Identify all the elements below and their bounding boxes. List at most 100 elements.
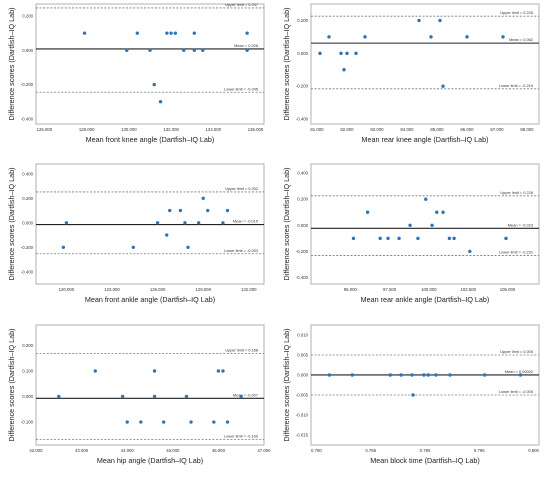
data-point: [169, 31, 173, 35]
x-tick-label: 47.000: [257, 448, 271, 453]
data-point: [125, 420, 129, 424]
data-point: [351, 236, 356, 241]
x-tick-label: 83.000: [370, 127, 384, 132]
x-tick-label: 97.500: [383, 287, 397, 292]
lower-limit-label: Lower limit = -0.245: [224, 86, 258, 91]
data-point: [342, 68, 346, 72]
data-point: [178, 208, 183, 213]
y-tick-label: -0.400: [296, 275, 309, 280]
lower-limit-label: Lower limit = -0.231: [499, 249, 533, 254]
chart-panel-rear-knee: 0.200 0.000 -0.200 -0.400 81.000 82.000 83.000…: [275, 0, 550, 160]
data-point: [365, 210, 370, 214]
y-tick-label: -0.400: [296, 117, 309, 122]
data-point: [345, 51, 349, 56]
data-point: [424, 197, 428, 201]
x-tick-label: 134.000: [206, 127, 222, 132]
x-tick-label: 43.000: [75, 448, 89, 453]
x-tick-label: 120.000: [59, 287, 75, 292]
data-point: [158, 100, 163, 104]
x-tick-label: 88.000: [520, 127, 534, 132]
data-point: [239, 394, 243, 399]
data-point: [468, 249, 472, 254]
y-axis-title: Difference scores (Dartfish–IQ Lab): [282, 8, 291, 121]
x-axis-title: Mean block time (Dartfish–IQ Lab): [370, 456, 479, 465]
data-point: [245, 48, 249, 52]
y-tick-label: 0.200: [22, 196, 33, 201]
data-point: [155, 221, 160, 225]
lower-limit-label: Lower limit = -0.216: [499, 83, 533, 88]
x-tick-label: 84.000: [400, 127, 414, 132]
x-tick-label: 0.800: [528, 448, 539, 453]
chart-svg: 0.200 0.100 0.000 -0.100 42.000 43.000 44.000 4…: [7, 324, 271, 465]
data-point: [434, 373, 438, 377]
y-tick-label: 0.400: [297, 171, 308, 176]
y-tick-label: -0.200: [21, 82, 34, 87]
plot-frame: [35, 3, 265, 125]
data-point: [165, 31, 169, 35]
data-point: [518, 373, 523, 377]
data-point: [386, 236, 390, 241]
data-point: [64, 221, 69, 225]
data-point: [139, 420, 143, 424]
x-tick-label: 136.000: [248, 127, 264, 132]
plot-frame: [310, 163, 540, 285]
data-point: [417, 18, 421, 23]
x-tick-label: 126.000: [37, 127, 53, 132]
y-tick-label: 0.200: [297, 18, 308, 23]
data-point: [168, 208, 172, 213]
upper-limit-label: Upper limit = 0.168: [225, 348, 258, 353]
data-point: [429, 35, 433, 39]
data-point: [165, 233, 169, 237]
data-point: [388, 373, 392, 377]
data-point: [152, 369, 157, 373]
x-tick-label: 0.780: [311, 448, 322, 453]
y-tick-label: 0.005: [297, 353, 308, 358]
y-tick-label: 0.100: [22, 368, 33, 373]
x-tick-label: 0.785: [365, 448, 376, 453]
chart-panel-hip: 0.200 0.100 0.000 -0.100 42.000 43.000 44.000 4…: [0, 321, 275, 482]
data-point: [327, 35, 331, 39]
y-tick-label: 0.000: [297, 51, 308, 56]
data-point: [216, 369, 221, 373]
y-tick-label: -0.005: [296, 393, 309, 398]
upper-limit-label: Upper limit = 0.226: [500, 10, 533, 15]
y-tick-label: 0.000: [22, 220, 33, 225]
x-tick-label: 82.000: [340, 127, 354, 132]
data-point: [426, 373, 430, 377]
data-point: [186, 245, 190, 249]
data-point: [483, 373, 487, 377]
data-point: [422, 373, 426, 377]
data-point: [438, 18, 442, 23]
data-point: [173, 31, 178, 35]
y-axis-title: Difference scores (Dartfish–IQ Lab): [7, 8, 16, 121]
chart-panel-rear-ankle: 0.400 0.200 0.000 -0.200 -0.400 95.000 97.500 1…: [275, 160, 550, 321]
y-axis-title: Difference scores (Dartfish–IQ Lab): [282, 329, 291, 442]
data-point: [339, 51, 343, 56]
data-point: [430, 223, 434, 228]
mean-label: Mean = -0.007: [233, 392, 258, 397]
lower-limit-label: Lower limit = -0.253: [224, 248, 258, 253]
data-point: [441, 210, 445, 214]
x-tick-label: 0.790: [420, 448, 431, 453]
x-axis-title: Mean hip angle (Dartfish–IQ Lab): [97, 456, 203, 465]
data-point: [245, 31, 249, 35]
data-point: [410, 373, 414, 377]
data-point: [148, 48, 152, 52]
x-tick-label: 105.000: [500, 287, 516, 292]
chart-svg: 0.010 0.005 0.000 -0.005 -0.010 -0.015 0.780 0.…: [282, 324, 540, 465]
y-tick-label: -0.100: [21, 420, 34, 425]
data-point: [201, 48, 205, 52]
x-tick-label: 95.000: [344, 287, 358, 292]
data-point: [189, 420, 193, 424]
y-tick-label: 0.400: [22, 171, 33, 176]
x-axis-title: Mean front ankle angle (Dartfish–IQ Lab): [85, 295, 215, 304]
data-point: [452, 236, 456, 241]
x-tick-label: 42.000: [29, 448, 43, 453]
data-point: [161, 420, 166, 424]
x-tick-label: 0.795: [474, 448, 485, 453]
x-tick-label: 85.000: [430, 127, 444, 132]
chart-svg: 0.400 0.200 0.000 -0.200 -0.400 95.000 97.500 1…: [282, 163, 540, 304]
upper-limit-label: Upper limit = 0.247: [225, 2, 258, 7]
y-tick-label: -0.010: [296, 413, 309, 418]
